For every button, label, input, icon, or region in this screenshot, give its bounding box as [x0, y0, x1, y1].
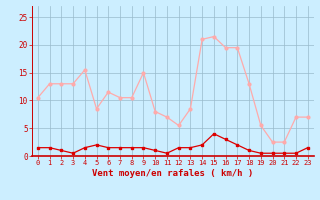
- X-axis label: Vent moyen/en rafales ( km/h ): Vent moyen/en rafales ( km/h ): [92, 169, 253, 178]
